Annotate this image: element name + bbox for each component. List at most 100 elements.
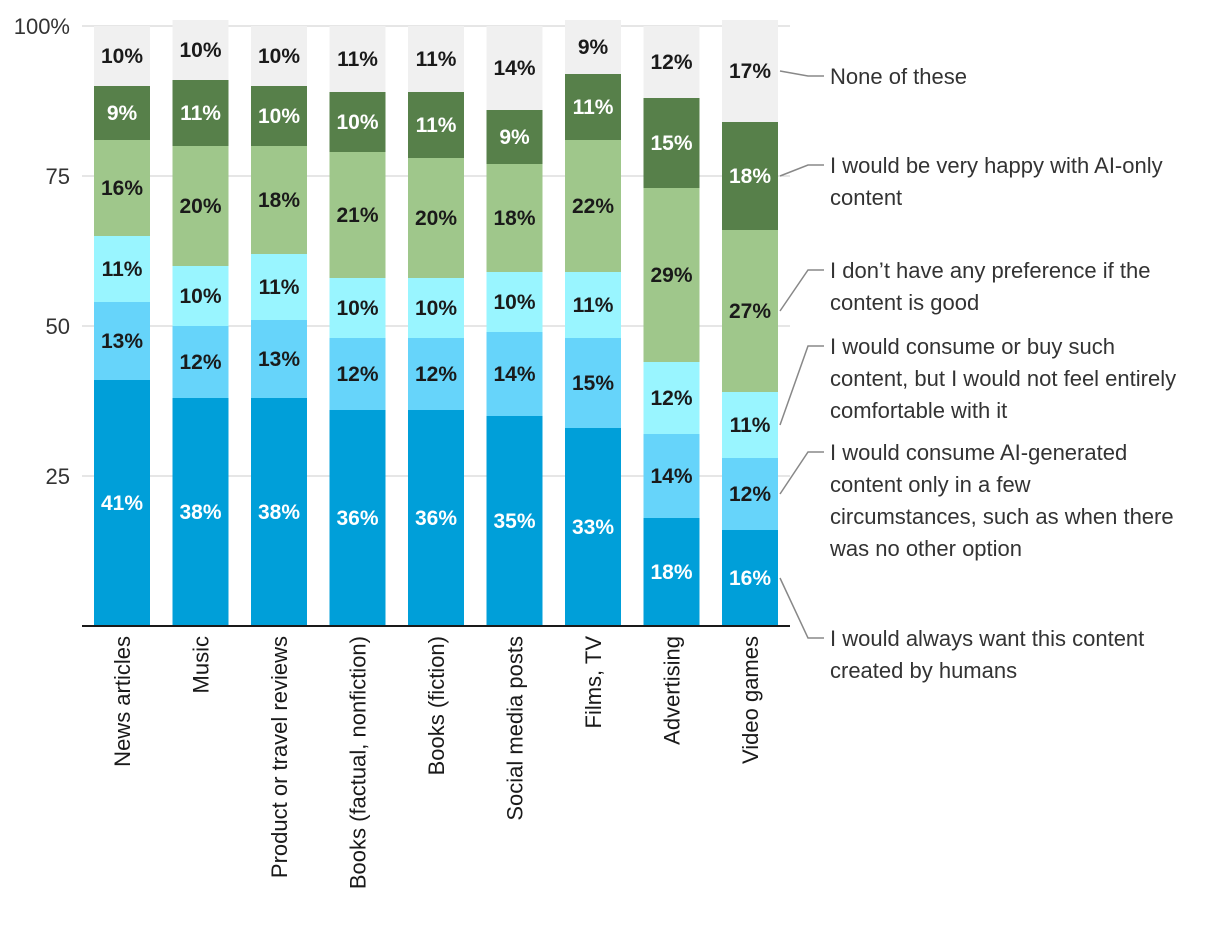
category-label: Books (fiction)	[424, 636, 449, 775]
legend-label: I would consume AI-generated content only…	[829, 440, 1174, 561]
bar-segment	[408, 158, 464, 278]
bar-segment-label: 38%	[179, 501, 221, 524]
bar-stack	[172, 20, 229, 626]
legend-connector	[779, 577, 824, 639]
y-tick-label: 100%	[14, 14, 70, 39]
bar-segment	[643, 98, 700, 188]
bar-segment	[172, 80, 229, 146]
bar-segment	[329, 92, 386, 152]
bar-segment-label: 12%	[179, 351, 221, 374]
legend-label-line: content is good	[830, 290, 979, 315]
bar-stack	[565, 20, 621, 626]
bar-segment	[172, 326, 229, 398]
legend-item: I would always want this content created …	[779, 577, 1144, 683]
bar-segment-label: 14%	[650, 465, 692, 488]
legend-label-line: content	[830, 185, 902, 210]
bar-segment	[643, 26, 700, 98]
bar-segment	[408, 410, 464, 626]
bar-segment	[251, 86, 307, 146]
bar-segment	[329, 152, 386, 278]
legend-label-line: circumstances, such as when there	[830, 504, 1174, 529]
bar-segment-label: 35%	[493, 510, 535, 533]
legend-label-line: content, but I would not feel entirely	[830, 366, 1176, 391]
bar-segment	[329, 26, 386, 92]
bar-segment-label: 38%	[258, 501, 300, 524]
legend-item: I don’t have any preference if the conten…	[779, 258, 1150, 315]
bar-segment	[172, 20, 229, 80]
bar-segment-label: 15%	[650, 132, 692, 155]
legend-label: None of these	[830, 64, 967, 89]
category-label: Music	[189, 636, 214, 693]
legend-label: I don’t have any preference if the conten…	[830, 258, 1150, 315]
legend-item: None of these	[779, 64, 967, 89]
bar-segment	[486, 332, 543, 416]
bar-segment	[565, 140, 621, 272]
bar-segment-label: 14%	[493, 363, 535, 386]
legend-label-line: I would be very happy with AI-only	[830, 153, 1163, 178]
bars	[94, 20, 778, 626]
bar-segment-label: 18%	[493, 207, 535, 230]
bar-segment-label: 13%	[258, 348, 300, 371]
bar-segment-label: 11%	[337, 48, 378, 71]
bar-segment	[251, 26, 307, 86]
bar-stack	[643, 26, 700, 626]
bar-segment-label: 11%	[102, 258, 143, 281]
bar-segment	[722, 392, 778, 458]
bar-segment-label: 20%	[415, 207, 457, 230]
bar-segment-label: 33%	[572, 516, 614, 539]
bar-segment	[329, 338, 386, 410]
legend-label-line: created by humans	[830, 658, 1017, 683]
bar-segment	[565, 272, 621, 338]
bar-segment	[565, 20, 621, 74]
bar-stack	[408, 26, 464, 626]
bar-segment-label: 10%	[179, 39, 221, 62]
bar-segment	[722, 230, 778, 392]
legend-connector	[779, 345, 824, 426]
legend-label: I would consume or buy such content, but …	[830, 334, 1176, 423]
bar-segment-label: 21%	[336, 204, 378, 227]
bar-segment-label: 27%	[729, 300, 771, 323]
legend-label-line: comfortable with it	[830, 398, 1007, 423]
bar-segment-label: 18%	[650, 561, 692, 584]
bar-stack	[94, 26, 150, 626]
bar-segment-label: 12%	[336, 363, 378, 386]
category-label: Advertising	[660, 636, 685, 745]
legend-label: I would always want this content created …	[830, 626, 1144, 683]
legend-connector	[779, 164, 824, 177]
bar-segment-label: 11%	[416, 48, 457, 71]
bar-segment-label: 10%	[258, 105, 300, 128]
bar-segment-label: 18%	[258, 189, 300, 212]
legend-label-line: content only in a few	[830, 472, 1031, 497]
bar-segment	[408, 92, 464, 158]
bar-segment	[722, 122, 778, 230]
bar-segment-label: 22%	[572, 195, 614, 218]
bar-segment-label: 10%	[336, 111, 378, 134]
bar-segment-label: 11%	[180, 102, 221, 125]
legend-label-line: I don’t have any preference if the	[830, 258, 1150, 283]
bar-segment-label: 11%	[573, 96, 614, 119]
bar-segment	[408, 26, 464, 92]
bar-segment-label: 20%	[179, 195, 221, 218]
legend-label-line: None of these	[830, 64, 967, 89]
bar-segment	[172, 146, 229, 266]
bar-segment-label: 12%	[650, 387, 692, 410]
bar-segment	[722, 20, 778, 122]
bar-segment-label: 16%	[101, 177, 143, 200]
y-tick-label: 75	[46, 164, 70, 189]
category-label: Product or travel reviews	[267, 636, 292, 878]
bar-segment	[486, 26, 543, 110]
bar-segment	[251, 398, 307, 626]
bar-segment-label: 14%	[493, 57, 535, 80]
bar-segment-label: 11%	[259, 276, 300, 299]
bar-segment	[251, 254, 307, 320]
bar-segment-label: 10%	[415, 297, 457, 320]
legend-label-line: I would always want this content	[830, 626, 1144, 651]
bar-segment-label: 10%	[179, 285, 221, 308]
category-labels: News articles Music Product or travel revi…	[110, 636, 763, 889]
bar-segment	[643, 518, 700, 626]
bar-segment-label: 11%	[573, 294, 614, 317]
bar-segment-label: 10%	[336, 297, 378, 320]
bar-segment-label: 36%	[336, 507, 378, 530]
bar-segment	[643, 362, 700, 434]
